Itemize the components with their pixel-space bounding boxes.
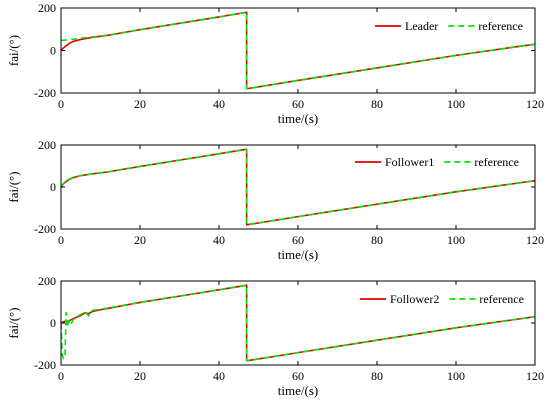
y-tick-label: 200 [38,274,56,288]
x-tick-label: 120 [526,97,544,111]
plot-area [61,11,535,90]
y-tick-label: 200 [38,1,56,15]
x-tick-label: 20 [134,369,146,383]
subplot-3: 0 20 40 60 80 100 120-2000200time/(s)fai/(°)Fo… [6,274,544,398]
legend-label-1: Leader [405,19,438,33]
x-tick-label: 40 [213,97,225,111]
x-tick-label: 60 [292,369,304,383]
subplot-2: 0 20 40 60 80 100 120-2000200time/(s)fai/(°)Fo… [6,138,544,262]
plot-area [61,284,535,362]
legend-label-2: reference [478,19,523,33]
y-tick-label: -200 [34,358,56,372]
y-tick-label: 0 [50,316,56,330]
x-tick-label: 100 [447,97,465,111]
plot-area [61,148,535,226]
x-tick-label: 120 [526,233,544,247]
x-tick-label: 40 [213,233,225,247]
y-tick-label: 200 [38,138,56,152]
x-tick-label: 40 [213,369,225,383]
legend: Leader reference [367,12,533,40]
x-tick-label: 20 [134,97,146,111]
x-tick-label: 100 [447,233,465,247]
y-tick-label: -200 [34,222,56,236]
y-tick-label: -200 [34,86,56,100]
y-axis-label: fai/(°) [6,35,21,66]
x-tick-label: 60 [292,97,304,111]
x-tick-label: 100 [447,369,465,383]
x-tick-label: 80 [371,97,383,111]
x-tick-label: 80 [371,369,383,383]
x-axis-label: time/(s) [278,111,318,126]
x-tick-label: 0 [58,369,64,383]
legend-label-2: reference [474,155,519,169]
subplot-1: 0 20 40 60 80 100 120-2000200time/(s)fai/(°)Le… [6,1,544,126]
x-tick-label: 60 [292,233,304,247]
legend-label-2: reference [479,292,524,306]
legend: Follower1 reference [347,148,533,176]
x-axis-label: time/(s) [278,383,318,398]
series-line-2 [61,148,535,226]
x-tick-label: 0 [58,233,64,247]
y-tick-label: 0 [50,44,56,58]
series-line-2 [61,284,535,362]
x-tick-label: 0 [58,97,64,111]
x-tick-label: 20 [134,233,146,247]
x-tick-label: 80 [371,233,383,247]
legend-label-1: Follower2 [390,292,439,306]
y-axis-label: fai/(°) [6,171,21,202]
x-tick-label: 120 [526,369,544,383]
x-axis-label: time/(s) [278,247,318,262]
y-axis-label: fai/(°) [6,307,21,338]
series-line-1 [61,284,535,362]
y-tick-label: 0 [50,180,56,194]
legend-label-1: Follower1 [385,155,434,169]
legend: Follower2 reference [352,285,533,313]
